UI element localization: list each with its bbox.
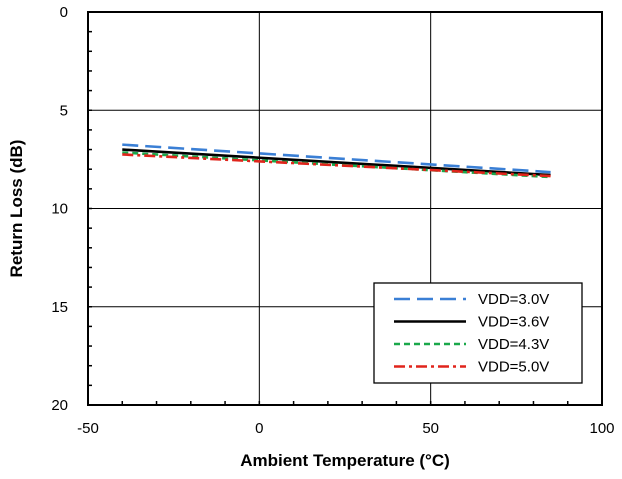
x-tick-label: 0 [255,420,263,437]
legend-label: VDD=3.0V [478,291,549,308]
y-tick-label: 15 [51,299,68,316]
series-line [122,153,551,178]
series-line [122,143,551,174]
y-tick-label: 0 [60,4,68,21]
y-tick-label: 5 [60,102,68,119]
x-axis-title: Ambient Temperature (°C) [240,451,450,470]
y-tick-label: 20 [51,397,68,414]
x-tick-labels: -50 0 50 100 [77,420,614,437]
series-line [122,148,551,177]
x-tick-label: -50 [77,420,99,437]
x-tick-label: 100 [589,420,614,437]
y-tick-label: 10 [51,201,68,218]
y-tick-labels: 0 5 10 15 20 [51,4,68,414]
legend-label: VDD=5.0V [478,359,549,376]
legend: VDD=3.0V VDD=3.6V VDD=4.3V VDD=5.0V [373,282,583,384]
legend-label: VDD=4.3V [478,336,549,353]
y-axis-title: Return Loss (dB) [7,140,26,278]
plot-frame [87,11,603,406]
x-tick-label: 50 [422,420,439,437]
legend-label: VDD=3.6V [478,314,549,331]
series-lines [122,143,551,179]
